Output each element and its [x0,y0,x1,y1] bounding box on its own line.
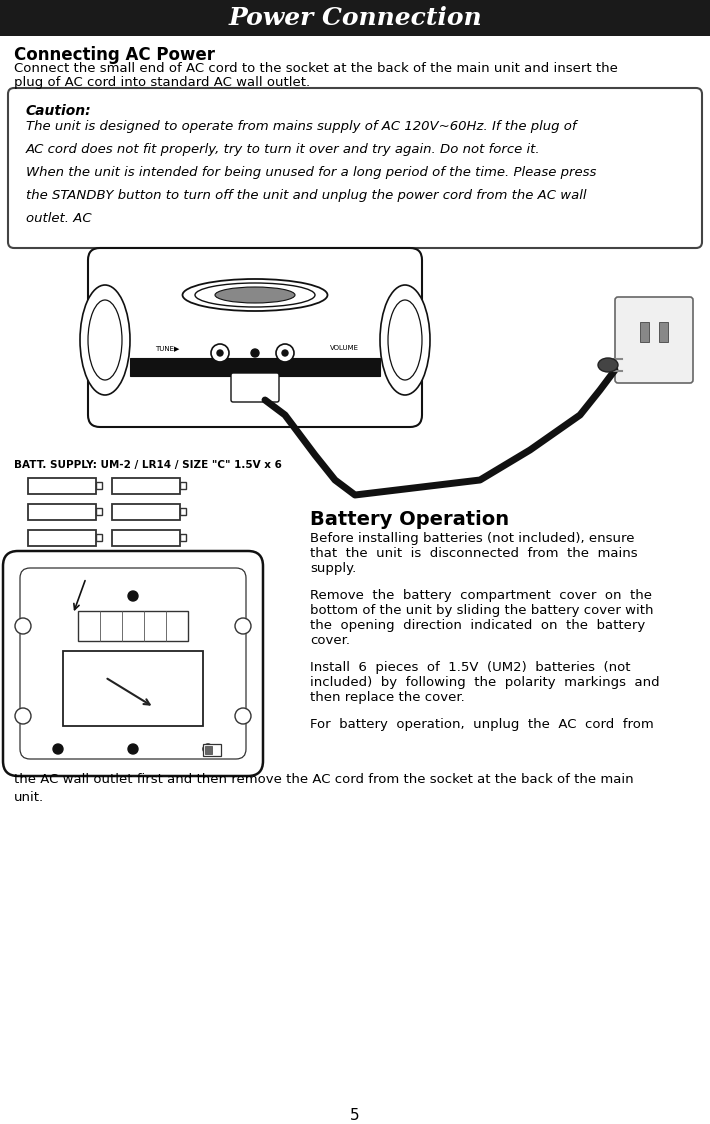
Bar [96,508,102,515]
Text: then replace the cover.: then replace the cover. [310,691,465,704]
Circle shape [251,348,259,357]
FancyBboxPatch shape [3,551,263,776]
Circle shape [235,618,251,634]
FancyBboxPatch shape [231,373,279,402]
FancyBboxPatch shape [615,297,693,383]
Bar [28,478,96,495]
Text: the STANDBY button to turn off the unit and unplug the power cord from the AC wa: the STANDBY button to turn off the unit … [26,189,586,202]
Ellipse shape [380,285,430,395]
Text: BATT. SUPPLY: UM-2 / LR14 / SIZE "C" 1.5V x 6: BATT. SUPPLY: UM-2 / LR14 / SIZE "C" 1.5… [14,460,282,470]
Bar [63,651,203,726]
Text: supply.: supply. [310,562,356,575]
Bar [112,531,180,546]
Bar [0,0,710,36]
Text: plug of AC cord into standard AC wall outlet.: plug of AC cord into standard AC wall ou… [14,76,310,89]
Text: the AC wall outlet first and then remove the AC cord from the socket at the back: the AC wall outlet first and then remove… [14,773,633,804]
Circle shape [211,344,229,362]
Ellipse shape [182,279,327,311]
Text: When the unit is intended for being unused for a long period of the time. Please: When the unit is intended for being unus… [26,166,596,179]
Circle shape [128,744,138,754]
Bar [112,504,180,520]
Bar [78,611,188,641]
Text: outlet. AC: outlet. AC [26,212,92,225]
Ellipse shape [598,359,618,372]
FancyBboxPatch shape [8,88,702,248]
Text: Caution:: Caution: [26,105,92,118]
Bar [180,508,186,515]
Bar [28,531,96,546]
Text: included)  by  following  the  polarity  markings  and: included) by following the polarity mark… [310,676,660,689]
Circle shape [282,350,288,356]
Text: VOLUME: VOLUME [330,345,359,351]
Circle shape [203,744,213,754]
Bar [203,744,221,756]
FancyBboxPatch shape [20,568,246,759]
Text: Connecting AC Power: Connecting AC Power [14,46,215,64]
Bar [180,534,186,541]
Bar [96,534,102,541]
Circle shape [128,591,138,601]
Bar [205,746,212,754]
Bar [659,321,668,342]
Text: TUNE▶: TUNE▶ [155,345,180,351]
Text: Power Connection: Power Connection [228,6,482,30]
Bar [130,359,380,377]
Text: the  opening  direction  indicated  on  the  battery: the opening direction indicated on the b… [310,619,645,632]
Circle shape [276,344,294,362]
Text: bottom of the unit by sliding the battery cover with: bottom of the unit by sliding the batter… [310,604,653,617]
Bar [180,482,186,489]
Bar [96,482,102,489]
Text: 5: 5 [350,1108,360,1123]
Text: The unit is designed to operate from mains supply of AC 120V~60Hz. If the plug o: The unit is designed to operate from mai… [26,120,577,133]
FancyBboxPatch shape [88,248,422,427]
Ellipse shape [80,285,130,395]
Circle shape [15,708,31,724]
Text: AC cord does not fit properly, try to turn it over and try again. Do not force i: AC cord does not fit properly, try to tu… [26,143,540,156]
Bar [112,478,180,495]
Text: Install  6  pieces  of  1.5V  (UM2)  batteries  (not: Install 6 pieces of 1.5V (UM2) batteries… [310,661,630,674]
Ellipse shape [195,283,315,307]
Text: Remove  the  battery  compartment  cover  on  the: Remove the battery compartment cover on … [310,589,652,602]
Text: Battery Operation: Battery Operation [310,510,509,529]
Text: cover.: cover. [310,634,350,647]
Ellipse shape [88,300,122,380]
Ellipse shape [388,300,422,380]
Ellipse shape [215,287,295,303]
Text: Connect the small end of AC cord to the socket at the back of the main unit and : Connect the small end of AC cord to the … [14,62,618,75]
Circle shape [15,618,31,634]
Text: For  battery  operation,  unplug  the  AC  cord  from: For battery operation, unplug the AC cor… [310,718,654,731]
Circle shape [53,744,63,754]
Text: Before installing batteries (not included), ensure: Before installing batteries (not include… [310,532,635,545]
Text: that  the  unit  is  disconnected  from  the  mains: that the unit is disconnected from the m… [310,547,638,560]
Circle shape [235,708,251,724]
Bar [28,504,96,520]
Circle shape [217,350,223,356]
Bar [640,321,649,342]
